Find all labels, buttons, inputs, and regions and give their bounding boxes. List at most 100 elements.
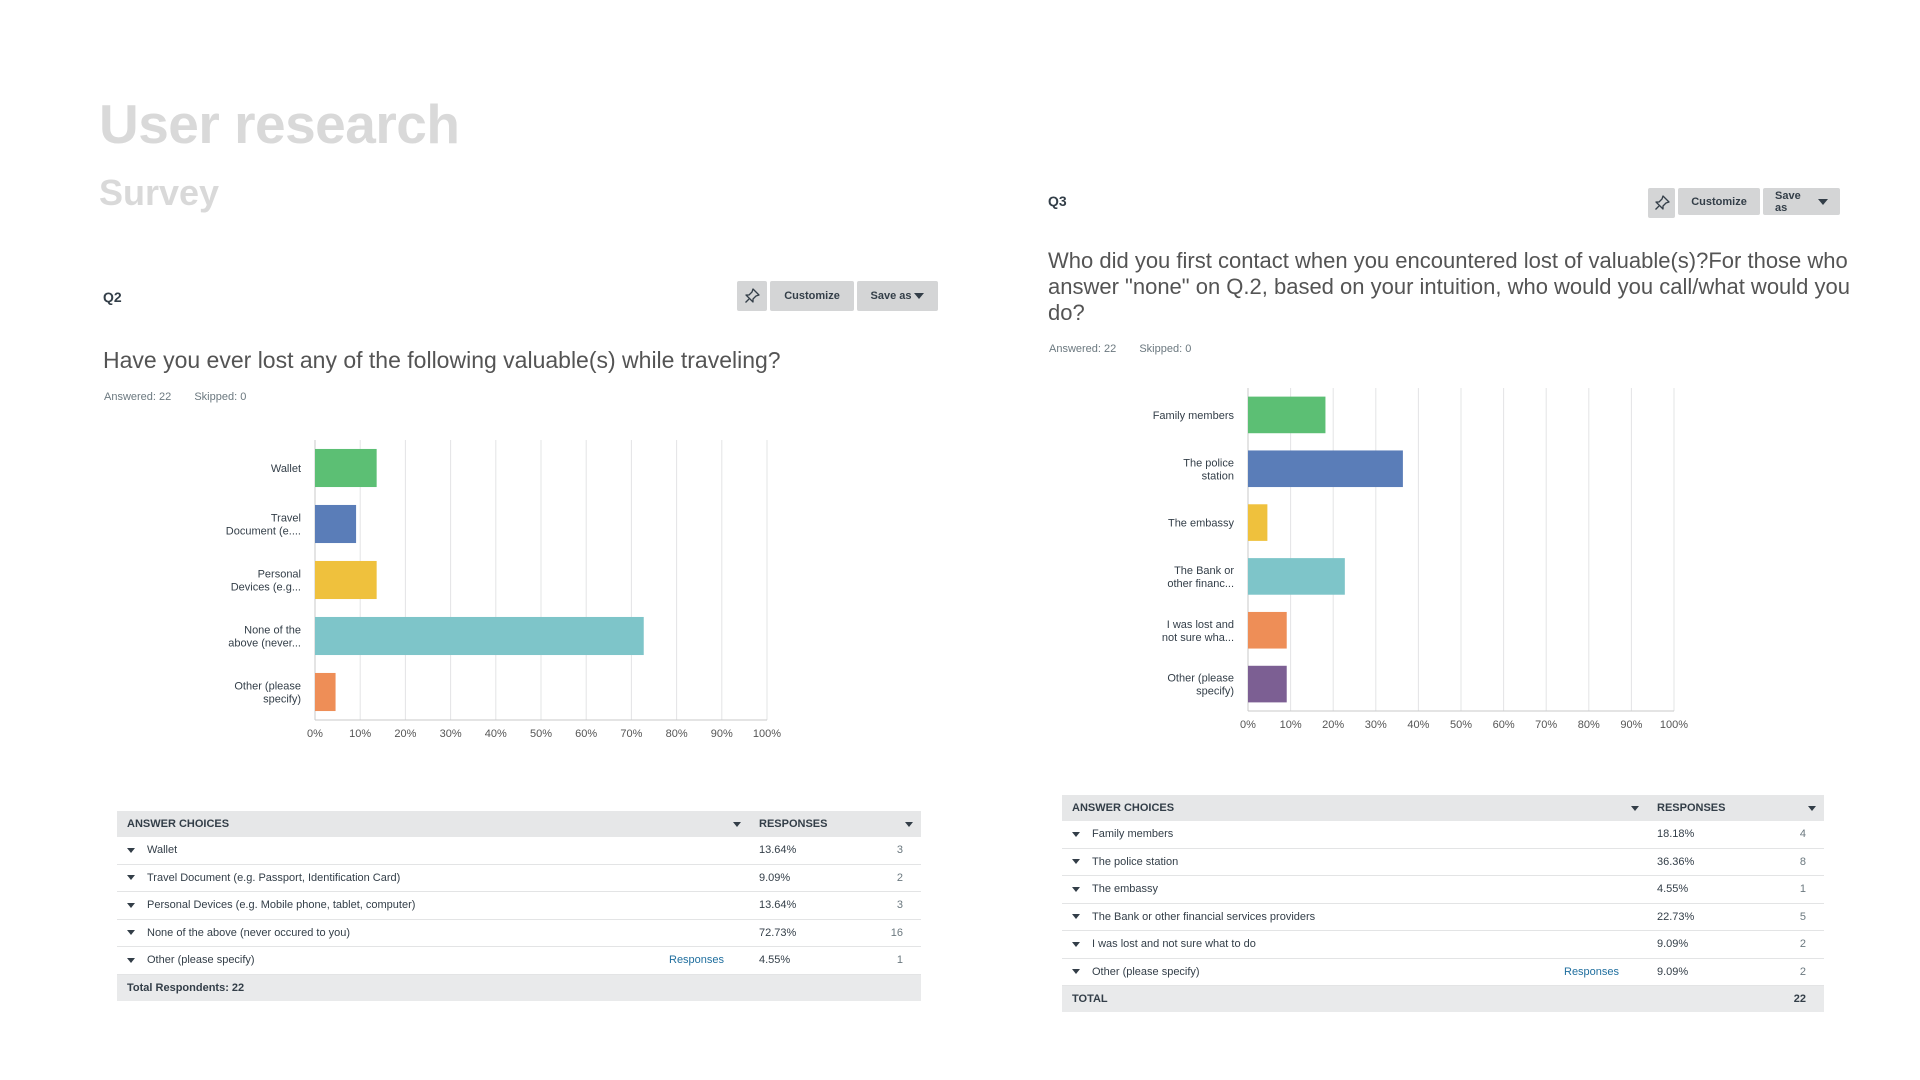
category-label: specify) (263, 694, 301, 706)
bar (315, 504, 357, 544)
response-count: 4 (1799, 828, 1806, 841)
answer-choice: I was lost and not sure what to do (1062, 931, 1647, 958)
answer-choice-label: None of the above (never occured to you) (147, 926, 351, 939)
bar (315, 672, 336, 712)
col-responses-label: RESPONSES (1657, 802, 1726, 814)
pin-button[interactable] (1648, 188, 1675, 218)
response-count: 2 (1799, 965, 1806, 978)
q3-meta: Answered: 22 Skipped: 0 (1049, 343, 1211, 355)
bar (1248, 665, 1287, 703)
bar (1248, 450, 1403, 488)
response-percent: 36.36% (1657, 855, 1695, 868)
expand-icon[interactable] (1072, 859, 1080, 865)
x-tick-label: 70% (620, 728, 642, 740)
response-cell: 18.18% 4 (1647, 821, 1824, 848)
expand-icon[interactable] (127, 875, 135, 881)
expand-icon[interactable] (1072, 969, 1080, 975)
save-as-button[interactable]: Save as (857, 281, 938, 311)
customize-button[interactable]: Customize (1678, 188, 1760, 215)
response-count: 1 (896, 954, 903, 967)
page-subtitle: Survey (99, 172, 220, 213)
answer-choice: None of the above (never occured to you) (117, 920, 749, 947)
q3-question: Who did you first contact when you encou… (1048, 248, 1850, 325)
response-percent: 9.09% (1657, 965, 1689, 978)
col-answer-choices[interactable]: ANSWER CHOICES (117, 811, 749, 837)
category-label: Devices (e.g... (231, 582, 301, 594)
q2-label: Q2 (103, 289, 122, 305)
response-percent: 4.55% (1657, 883, 1689, 896)
x-tick-label: 40% (485, 728, 507, 740)
table-row: The police station 36.36% 8 (1062, 849, 1824, 876)
table-row: Family members 18.18% 4 (1062, 821, 1824, 849)
answer-choice-label: Other (please specify) (147, 954, 255, 967)
x-tick-label: 0% (1240, 719, 1256, 730)
answer-choice-label: Wallet (147, 844, 178, 857)
answer-choice: The Bank or other financial services pro… (1062, 904, 1647, 931)
answer-choice-label: The embassy (1092, 883, 1159, 896)
response-count: 3 (896, 899, 903, 912)
responses-link[interactable]: Responses (669, 954, 725, 967)
col-responses[interactable]: RESPONSES (749, 811, 921, 837)
category-label: The embassy (1168, 518, 1235, 530)
q2-meta: Answered: 22 Skipped: 0 (104, 391, 266, 403)
response-percent: 22.73% (1657, 910, 1695, 923)
total-label: TOTAL (1072, 993, 1108, 1005)
sort-icon (1808, 805, 1816, 811)
x-tick-label: 50% (1450, 719, 1472, 730)
pin-button[interactable] (737, 281, 767, 311)
response-count: 3 (896, 844, 903, 857)
expand-icon[interactable] (127, 930, 135, 936)
q2-answered: Answered: 22 (104, 391, 172, 403)
response-cell: 22.73% 5 (1647, 904, 1824, 931)
col-responses[interactable]: RESPONSES (1647, 795, 1824, 821)
table-row: I was lost and not sure what to do 9.09% 2 (1062, 931, 1824, 959)
category-label: Other (please (1167, 673, 1234, 685)
category-label: other financ... (1167, 578, 1234, 590)
answer-choice: The police station (1062, 849, 1647, 876)
category-label: above (never... (228, 638, 301, 650)
x-tick-label: 50% (530, 728, 552, 740)
expand-icon[interactable] (1072, 941, 1080, 947)
bar (315, 448, 377, 488)
x-tick-label: 20% (1322, 719, 1344, 730)
answer-choice: Other (please specify) Responses (1062, 959, 1647, 986)
responses-link[interactable]: Responses (1564, 965, 1620, 978)
table-row: Travel Document (e.g. Passport, Identifi… (117, 865, 921, 892)
answer-choice: Personal Devices (e.g. Mobile phone, tab… (117, 892, 749, 919)
save-as-button[interactable]: Save as (1763, 188, 1840, 215)
sort-icon (733, 821, 741, 827)
customize-button[interactable]: Customize (770, 281, 854, 311)
save-as-label: Save as (1775, 189, 1801, 214)
expand-icon[interactable] (127, 902, 135, 908)
table-footer: Total Respondents: 22 (117, 974, 921, 1001)
response-count: 16 (890, 926, 903, 939)
q3-skipped: Skipped: 0 (1139, 343, 1192, 355)
save-as-label: Save as (870, 290, 912, 302)
answer-choice: The embassy (1062, 876, 1647, 903)
bar (315, 560, 377, 600)
response-cell: 9.09% 2 (1647, 931, 1824, 958)
expand-icon[interactable] (1072, 831, 1080, 837)
response-cell: 72.73% 16 (749, 920, 921, 947)
response-count: 1 (1799, 883, 1806, 896)
total-value: 22 (1793, 993, 1806, 1005)
expand-icon[interactable] (127, 957, 135, 963)
response-count: 2 (1799, 938, 1806, 951)
table-header: ANSWER CHOICES RESPONSES (117, 811, 921, 837)
answer-choice-label: The Bank or other financial services pro… (1092, 910, 1316, 923)
q2-skipped: Skipped: 0 (194, 391, 247, 403)
expand-icon[interactable] (1072, 886, 1080, 892)
expand-icon[interactable] (127, 847, 135, 853)
table-row: Wallet 13.64% 3 (117, 837, 921, 865)
bar (1248, 396, 1326, 434)
col-answer-choices[interactable]: ANSWER CHOICES (1062, 795, 1647, 821)
expand-icon[interactable] (1072, 914, 1080, 920)
x-tick-label: 70% (1535, 719, 1557, 730)
category-label: Document (e.... (226, 526, 301, 538)
x-tick-label: 100% (1660, 719, 1688, 730)
table-row: None of the above (never occured to you)… (117, 920, 921, 947)
answer-choice-label: Family members (1092, 828, 1174, 841)
q2-toolbar: Customize Save as (737, 281, 938, 311)
table-row: The embassy 4.55% 1 (1062, 876, 1824, 904)
customize-label: Customize (784, 290, 840, 302)
